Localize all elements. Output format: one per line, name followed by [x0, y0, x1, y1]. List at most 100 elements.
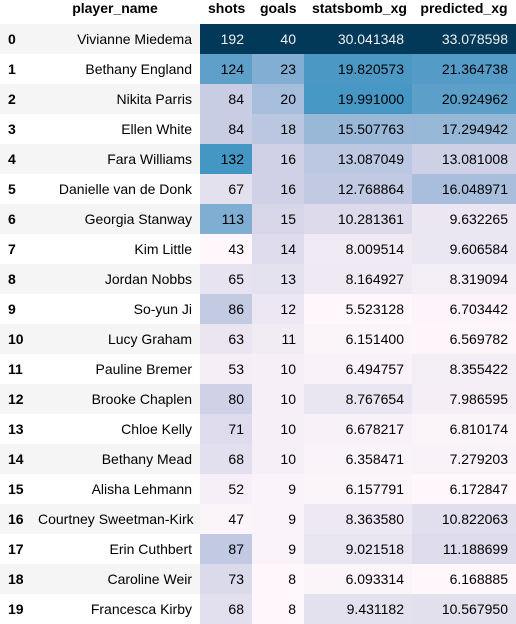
predicted-xg-cell: 17.294942 [412, 114, 516, 144]
statsbomb-xg-cell: 6.358471 [304, 444, 412, 474]
row-index: 15 [0, 474, 30, 504]
shots-cell: 113 [200, 204, 252, 234]
row-index: 16 [0, 504, 30, 534]
table-row: 1 Bethany England 124 23 19.820573 21.364738 [0, 54, 516, 84]
player-name-cell: Nikita Parris [30, 84, 200, 114]
goals-cell: 20 [252, 84, 304, 114]
goals-cell: 10 [252, 384, 304, 414]
shots-cell: 43 [200, 234, 252, 264]
predicted-xg-cell: 13.081008 [412, 144, 516, 174]
predicted-xg-cell: 9.632265 [412, 204, 516, 234]
row-index: 11 [0, 354, 30, 384]
predicted-xg-cell: 10.822063 [412, 504, 516, 534]
predicted-xg-cell: 11.188699 [412, 534, 516, 564]
goals-cell: 10 [252, 414, 304, 444]
statsbomb-xg-cell: 6.157791 [304, 474, 412, 504]
statsbomb-xg-cell: 6.678217 [304, 414, 412, 444]
predicted-xg-cell: 6.569782 [412, 324, 516, 354]
statsbomb-xg-cell: 8.164927 [304, 264, 412, 294]
player-name-cell: Courtney Sweetman-Kirk [30, 504, 200, 534]
player-name-cell: Lucy Graham [30, 324, 200, 354]
goals-cell: 10 [252, 354, 304, 384]
shots-cell: 84 [200, 114, 252, 144]
goals-cell: 15 [252, 204, 304, 234]
table-row: 0 Vivianne Miedema 192 40 30.041348 33.078598 [0, 24, 516, 54]
player-name-cell: Erin Cuthbert [30, 534, 200, 564]
shots-cell: 71 [200, 414, 252, 444]
table-row: 19 Francesca Kirby 68 8 9.431182 10.567950 [0, 594, 516, 624]
statsbomb-xg-cell: 15.507763 [304, 114, 412, 144]
goals-cell: 18 [252, 114, 304, 144]
table-row: 5 Danielle van de Donk 67 16 12.768864 16.048… [0, 174, 516, 204]
table-row: 9 So-yun Ji 86 12 5.523128 6.703442 [0, 294, 516, 324]
statsbomb-xg-cell: 30.041348 [304, 24, 412, 54]
predicted-xg-cell: 6.810174 [412, 414, 516, 444]
row-index: 18 [0, 564, 30, 594]
statsbomb-xg-cell: 8.009514 [304, 234, 412, 264]
goals-cell: 10 [252, 444, 304, 474]
shots-cell: 65 [200, 264, 252, 294]
row-index: 3 [0, 114, 30, 144]
table-row: 18 Caroline Weir 73 8 6.093314 6.168885 [0, 564, 516, 594]
table-row: 16 Courtney Sweetman-Kirk 47 9 8.363580 10.82… [0, 504, 516, 534]
player-name-cell: Pauline Bremer [30, 354, 200, 384]
table-row: 14 Bethany Mead 68 10 6.358471 7.279203 [0, 444, 516, 474]
player-name-cell: Alisha Lehmann [30, 474, 200, 504]
statsbomb-xg-cell: 19.991000 [304, 84, 412, 114]
row-index: 19 [0, 594, 30, 624]
header-row: player_name shots goals statsbomb_xg pre… [0, 0, 516, 24]
predicted-xg-cell: 6.703442 [412, 294, 516, 324]
shots-cell: 53 [200, 354, 252, 384]
shots-cell: 68 [200, 594, 252, 624]
row-index: 2 [0, 84, 30, 114]
row-index: 12 [0, 384, 30, 414]
player-name-cell: Jordan Nobbs [30, 264, 200, 294]
goals-cell: 14 [252, 234, 304, 264]
player-name-cell: Francesca Kirby [30, 594, 200, 624]
statsbomb-xg-cell: 13.087049 [304, 144, 412, 174]
predicted-xg-cell: 7.986595 [412, 384, 516, 414]
row-index: 7 [0, 234, 30, 264]
goals-cell: 16 [252, 174, 304, 204]
row-index: 8 [0, 264, 30, 294]
goals-cell: 9 [252, 534, 304, 564]
predicted-xg-cell: 6.168885 [412, 564, 516, 594]
player-name-cell: Vivianne Miedema [30, 24, 200, 54]
statsbomb-xg-cell: 8.363580 [304, 504, 412, 534]
table-row: 7 Kim Little 43 14 8.009514 9.606584 [0, 234, 516, 264]
shots-cell: 52 [200, 474, 252, 504]
table-row: 8 Jordan Nobbs 65 13 8.164927 8.319094 [0, 264, 516, 294]
player-name-cell: Ellen White [30, 114, 200, 144]
goals-cell: 8 [252, 594, 304, 624]
statsbomb-xg-cell: 19.820573 [304, 54, 412, 84]
shots-cell: 84 [200, 84, 252, 114]
row-index: 14 [0, 444, 30, 474]
shots-cell: 80 [200, 384, 252, 414]
table-row: 2 Nikita Parris 84 20 19.991000 20.924962 [0, 84, 516, 114]
goals-cell: 9 [252, 474, 304, 504]
statsbomb-xg-cell: 6.151400 [304, 324, 412, 354]
shots-cell: 73 [200, 564, 252, 594]
player-name-cell: Fara Williams [30, 144, 200, 174]
row-index: 5 [0, 174, 30, 204]
goals-cell: 13 [252, 264, 304, 294]
table-row: 12 Brooke Chaplen 80 10 8.767654 7.986595 [0, 384, 516, 414]
column-header-statsbomb-xg: statsbomb_xg [312, 0, 407, 16]
predicted-xg-cell: 20.924962 [412, 84, 516, 114]
player-name-cell: So-yun Ji [30, 294, 200, 324]
predicted-xg-cell: 9.606584 [412, 234, 516, 264]
goals-cell: 8 [252, 564, 304, 594]
player-name-cell: Danielle van de Donk [30, 174, 200, 204]
table-row: 6 Georgia Stanway 113 15 10.281361 9.632265 [0, 204, 516, 234]
column-header-shots: shots [208, 0, 246, 16]
statsbomb-xg-cell: 6.093314 [304, 564, 412, 594]
index-header [0, 0, 30, 24]
statsbomb-xg-cell: 12.768864 [304, 174, 412, 204]
goals-cell: 12 [252, 294, 304, 324]
statsbomb-xg-cell: 8.767654 [304, 384, 412, 414]
shots-cell: 63 [200, 324, 252, 354]
player-name-cell: Chloe Kelly [30, 414, 200, 444]
statsbomb-xg-cell: 5.523128 [304, 294, 412, 324]
statsbomb-xg-cell: 6.494757 [304, 354, 412, 384]
